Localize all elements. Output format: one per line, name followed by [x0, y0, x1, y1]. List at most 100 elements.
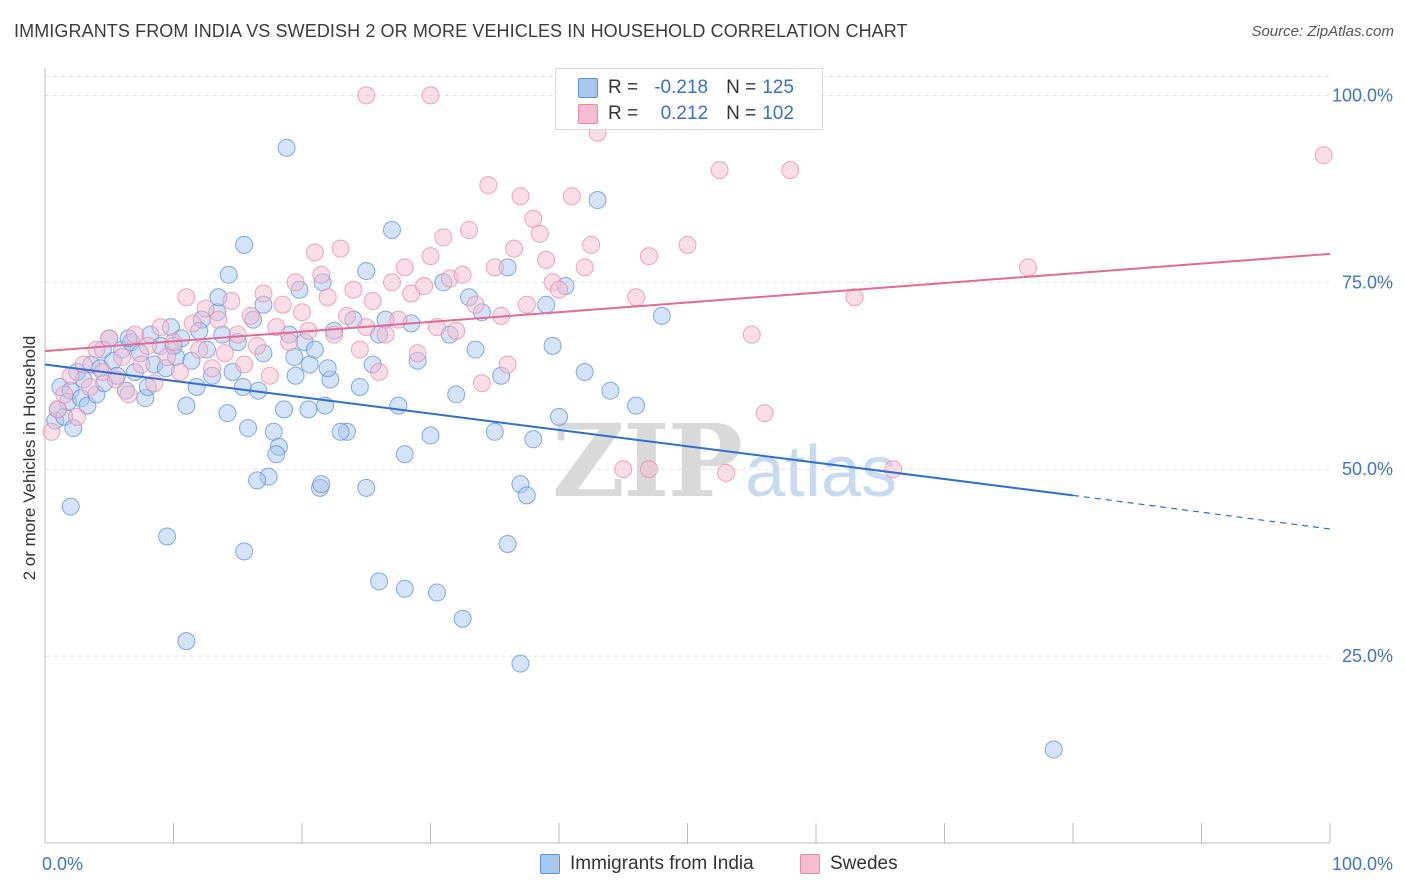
x-tick-label: 100.0%: [1332, 854, 1393, 874]
india-point: [382, 220, 401, 239]
swedes-point: [196, 299, 215, 318]
swedes-point: [312, 265, 331, 284]
swedes-point: [884, 460, 903, 479]
swedes-point: [177, 288, 196, 307]
swedes-point: [48, 400, 67, 419]
india-point: [233, 377, 252, 396]
india-point: [511, 654, 530, 673]
india-point: [498, 534, 517, 553]
swedes-point: [190, 340, 209, 359]
swedes-point: [447, 321, 466, 340]
india-point: [299, 400, 318, 419]
swedes-point: [267, 318, 286, 337]
india-point: [575, 363, 594, 381]
swedes-point: [421, 247, 440, 266]
india-point: [601, 381, 620, 400]
series-legend-label-swedes: Swedes: [830, 853, 898, 874]
india-point: [267, 445, 286, 464]
swedes-point: [505, 239, 524, 258]
india-point: [158, 527, 177, 546]
y-axis-label: 2 or more Vehicles in Household: [20, 335, 39, 581]
india-point: [61, 497, 80, 516]
legend-swatch-india: [578, 78, 598, 98]
swedes-point: [472, 374, 491, 393]
india-point: [318, 359, 337, 378]
y-tick-label: 100.0%: [1332, 85, 1393, 105]
swedes-point: [119, 385, 138, 404]
india-point: [485, 422, 504, 441]
swedes-point: [241, 306, 260, 325]
india-point: [177, 396, 196, 415]
swedes-point: [575, 258, 594, 277]
swedes-point: [158, 348, 177, 367]
india-point: [286, 366, 305, 385]
swedes-point: [222, 291, 241, 310]
swedes-point: [453, 265, 472, 284]
swedes-point: [460, 220, 479, 239]
india-point: [395, 579, 414, 598]
y-tick-label: 75.0%: [1342, 272, 1393, 292]
swedes-point: [466, 295, 485, 314]
swedes-point: [305, 243, 324, 262]
india-point: [466, 340, 485, 359]
india-point: [264, 422, 283, 441]
swedes-point: [421, 86, 440, 105]
legend-row-swedes: R = 0.212 N = 102: [578, 101, 794, 127]
watermark: ZIPatlas: [552, 402, 897, 520]
india-point: [370, 572, 389, 591]
india-point: [543, 336, 562, 355]
india-point: [517, 486, 536, 505]
india-point: [218, 404, 237, 423]
india-point: [239, 419, 258, 438]
india-point: [235, 235, 254, 254]
swedes-point: [337, 306, 356, 325]
legend-n-value-swedes: 102: [762, 103, 794, 124]
swedes-point: [209, 310, 228, 329]
swedes-point: [235, 355, 254, 374]
swedes-point: [280, 333, 299, 352]
swedes-point: [1314, 146, 1333, 165]
india-point: [177, 632, 196, 651]
swedes-point: [498, 355, 517, 374]
swedes-point: [614, 460, 633, 479]
series-legend-india[interactable]: Immigrants from India: [540, 853, 754, 875]
legend-r-label: R =: [608, 77, 639, 98]
swedes-point: [170, 363, 189, 381]
india-point: [248, 471, 267, 490]
swedes-point: [627, 288, 646, 307]
x-tick-label: 0.0%: [42, 854, 83, 874]
india-point: [395, 445, 414, 464]
india-point: [350, 377, 369, 396]
swedes-point: [331, 239, 350, 258]
swedes-point: [68, 407, 87, 426]
series-swatch-swedes: [800, 854, 820, 874]
legend-n-label: N =: [726, 77, 757, 98]
swedes-point: [254, 284, 273, 303]
swedes-point: [639, 460, 658, 479]
india-point: [550, 407, 568, 426]
swedes-point: [845, 288, 864, 307]
swedes-point: [273, 295, 292, 314]
legend-swatch-swedes: [578, 104, 598, 124]
india-point: [357, 478, 376, 497]
legend-r-value-india: -0.218: [654, 77, 709, 98]
swedes-point: [183, 314, 202, 333]
source-label: Source: ZipAtlas.com: [1251, 23, 1394, 40]
india-point: [187, 377, 206, 396]
swedes-point: [215, 344, 234, 363]
swedes-point: [415, 277, 434, 296]
swedes-point: [363, 291, 382, 310]
swedes-point: [293, 303, 311, 322]
swedes-point: [537, 250, 556, 269]
series-legend-swedes[interactable]: Swedes: [800, 853, 898, 875]
india-point: [427, 583, 446, 602]
swedes-point: [80, 377, 99, 396]
swedes-point: [717, 463, 736, 482]
swedes-point: [100, 329, 119, 348]
india-point: [305, 340, 324, 359]
swedes-point: [113, 348, 132, 367]
india-point: [389, 396, 408, 415]
y-tick-label: 50.0%: [1342, 459, 1393, 479]
india-point: [447, 385, 466, 404]
india-point: [213, 325, 232, 344]
